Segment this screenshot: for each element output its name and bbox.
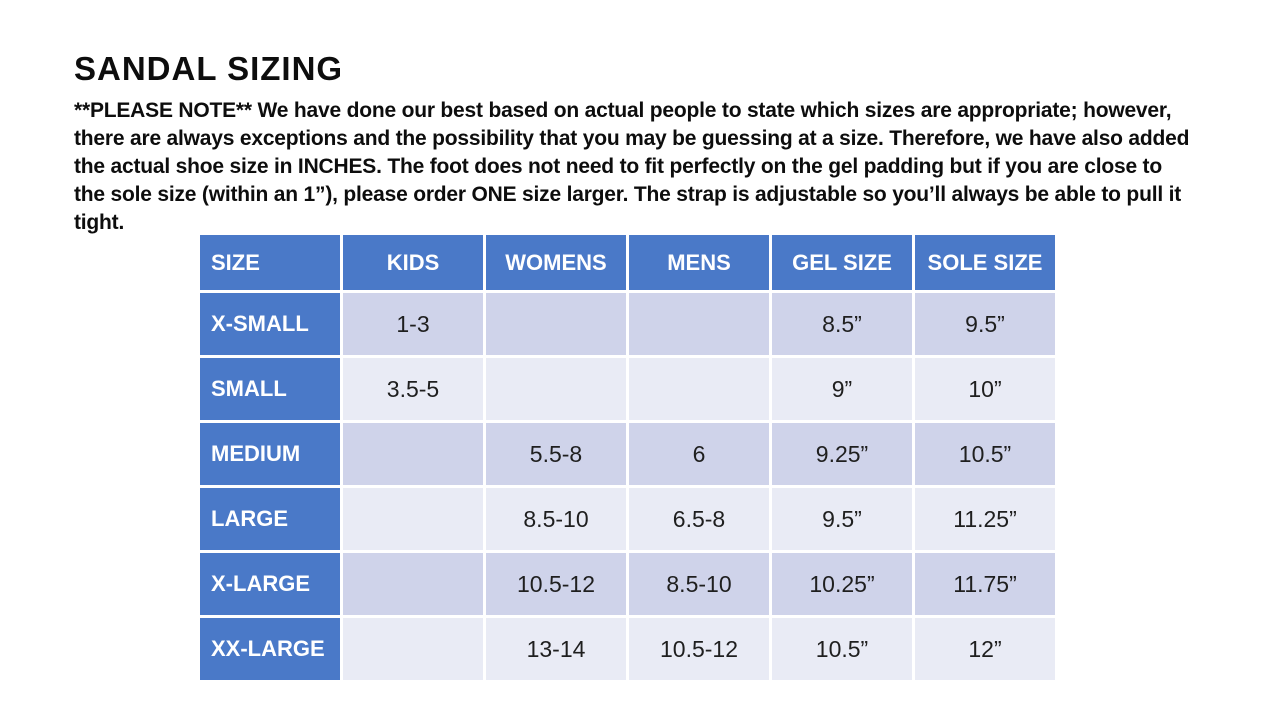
page-title: SANDAL SIZING bbox=[74, 50, 344, 87]
cell-mens bbox=[626, 290, 772, 358]
row-label: XX-LARGE bbox=[197, 615, 343, 683]
table-row-medium: MEDIUM 5.5-8 6 9.25” 10.5” bbox=[197, 420, 1058, 488]
cell-sole-size: 10.5” bbox=[912, 420, 1058, 488]
header-mens: MENS bbox=[626, 232, 772, 293]
cell-sole-size: 9.5” bbox=[912, 290, 1058, 358]
cell-kids: 1-3 bbox=[340, 290, 486, 358]
table-row-small: SMALL 3.5-5 9” 10” bbox=[197, 355, 1058, 423]
cell-womens: 10.5-12 bbox=[483, 550, 629, 618]
cell-womens: 5.5-8 bbox=[483, 420, 629, 488]
row-label: X-SMALL bbox=[197, 290, 343, 358]
header-womens: WOMENS bbox=[483, 232, 629, 293]
row-label: X-LARGE bbox=[197, 550, 343, 618]
cell-kids: 3.5-5 bbox=[340, 355, 486, 423]
table-row-large: LARGE 8.5-10 6.5-8 9.5” 11.25” bbox=[197, 485, 1058, 553]
header-row: SIZE KIDS WOMENS MENS GEL SIZE SOLE SIZE bbox=[197, 232, 1058, 293]
cell-kids bbox=[340, 615, 486, 683]
cell-kids bbox=[340, 420, 486, 488]
cell-gel-size: 9.25” bbox=[769, 420, 915, 488]
cell-mens: 6.5-8 bbox=[626, 485, 772, 553]
cell-womens: 13-14 bbox=[483, 615, 629, 683]
table-row-x-small: X-SMALL 1-3 8.5” 9.5” bbox=[197, 290, 1058, 358]
table-row-x-large: X-LARGE 10.5-12 8.5-10 10.25” 11.75” bbox=[197, 550, 1058, 618]
row-label: LARGE bbox=[197, 485, 343, 553]
header-sole-size: SOLE SIZE bbox=[912, 232, 1058, 293]
cell-gel-size: 9.5” bbox=[769, 485, 915, 553]
sizing-table-header: SIZE KIDS WOMENS MENS GEL SIZE SOLE SIZE bbox=[197, 232, 1058, 293]
cell-kids bbox=[340, 485, 486, 553]
cell-mens: 6 bbox=[626, 420, 772, 488]
cell-womens: 8.5-10 bbox=[483, 485, 629, 553]
cell-gel-size: 10.5” bbox=[769, 615, 915, 683]
cell-sole-size: 11.75” bbox=[912, 550, 1058, 618]
cell-mens: 10.5-12 bbox=[626, 615, 772, 683]
cell-sole-size: 12” bbox=[912, 615, 1058, 683]
header-gel-size: GEL SIZE bbox=[769, 232, 915, 293]
sizing-note-text: **PLEASE NOTE** We have done our best ba… bbox=[74, 99, 1190, 234]
row-label: SMALL bbox=[197, 355, 343, 423]
table-row-xx-large: XX-LARGE 13-14 10.5-12 10.5” 12” bbox=[197, 615, 1058, 683]
sizing-table: SIZE KIDS WOMENS MENS GEL SIZE SOLE SIZE… bbox=[197, 232, 1058, 683]
header-size: SIZE bbox=[197, 232, 343, 293]
cell-gel-size: 9” bbox=[769, 355, 915, 423]
cell-mens: 8.5-10 bbox=[626, 550, 772, 618]
cell-womens bbox=[483, 290, 629, 358]
header-kids: KIDS bbox=[340, 232, 486, 293]
sizing-table-body: X-SMALL 1-3 8.5” 9.5” SMALL 3.5-5 9” 10”… bbox=[197, 290, 1058, 683]
cell-gel-size: 8.5” bbox=[769, 290, 915, 358]
cell-womens bbox=[483, 355, 629, 423]
cell-gel-size: 10.25” bbox=[769, 550, 915, 618]
cell-sole-size: 10” bbox=[912, 355, 1058, 423]
cell-sole-size: 11.25” bbox=[912, 485, 1058, 553]
row-label: MEDIUM bbox=[197, 420, 343, 488]
cell-mens bbox=[626, 355, 772, 423]
cell-kids bbox=[340, 550, 486, 618]
